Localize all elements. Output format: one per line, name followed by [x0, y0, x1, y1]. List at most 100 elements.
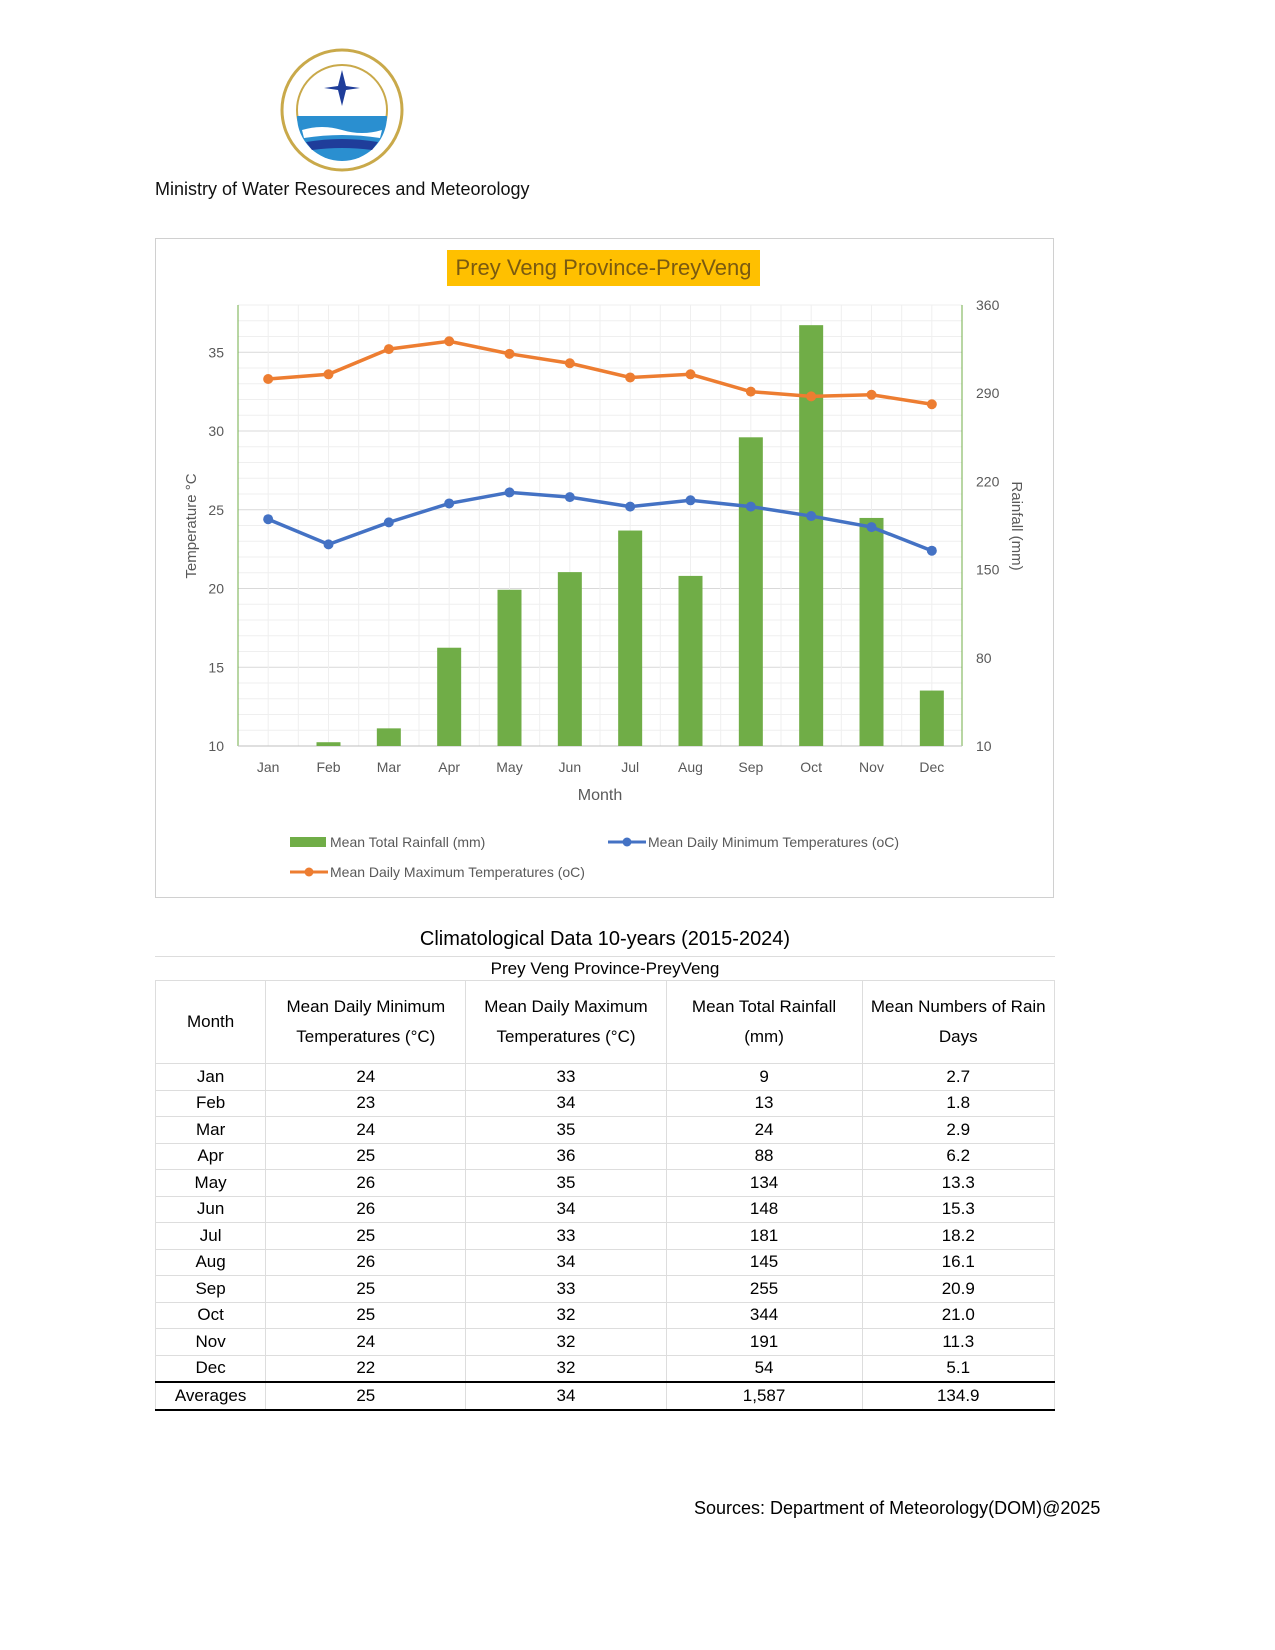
rainfall-bar — [919, 690, 944, 746]
x-tick-label: Oct — [800, 759, 822, 775]
table-cell: 35 — [465, 1116, 667, 1144]
table-row: Jul 25 33 181 18.2 — [154, 1222, 1055, 1250]
data-point — [383, 517, 394, 528]
table-cell: 15.3 — [861, 1196, 1055, 1223]
table-cell: 25 — [265, 1222, 467, 1250]
table-cell: Aug — [154, 1249, 267, 1276]
table-cell: 13 — [665, 1090, 863, 1117]
rainfall-bar — [738, 437, 763, 746]
table-cell: 26 — [265, 1169, 467, 1197]
table-cell: 26 — [265, 1249, 467, 1276]
data-point — [745, 501, 756, 512]
series-line — [267, 490, 933, 553]
table-cell: 32 — [465, 1355, 667, 1383]
table-row: Feb 23 34 13 1.8 — [154, 1090, 1055, 1117]
averages-row: Averages 25 34 1,587 134.9 — [154, 1381, 1055, 1411]
table-cell: 32 — [465, 1328, 667, 1356]
table-row: May 26 35 134 13.3 — [154, 1169, 1055, 1197]
table-cell: 21.0 — [861, 1302, 1055, 1329]
x-axis-title: Month — [578, 787, 622, 804]
data-point — [866, 522, 877, 533]
table-cell: 2.9 — [861, 1116, 1055, 1144]
table-cell: 1.8 — [861, 1090, 1055, 1117]
table-cell: 1,587 — [665, 1381, 863, 1411]
table-cell: May — [154, 1169, 267, 1197]
table-cell: 2.7 — [861, 1063, 1055, 1091]
table-cell: Oct — [154, 1302, 267, 1329]
table-cell: 5.1 — [861, 1355, 1055, 1383]
legend-label: Mean Total Rainfall (mm) — [330, 834, 485, 850]
table-cell: 25 — [265, 1381, 467, 1411]
table-row: Sep 25 33 255 20.9 — [154, 1275, 1055, 1303]
table-row: Jun 26 34 148 15.3 — [154, 1196, 1055, 1223]
data-point — [625, 501, 636, 512]
y2-tick-label: 80 — [976, 650, 992, 666]
table-row: Nov 24 32 191 11.3 — [154, 1328, 1055, 1356]
table-cell: Dec — [154, 1355, 267, 1383]
data-point — [926, 545, 937, 556]
data-point — [504, 348, 515, 359]
data-point — [806, 511, 817, 522]
column-header: Month — [154, 980, 267, 1064]
y2-tick-label: 10 — [976, 738, 992, 754]
table-cell: 26 — [265, 1196, 467, 1223]
data-point — [625, 372, 636, 383]
data-point — [564, 358, 575, 369]
table-row: Mar 24 35 24 2.9 — [154, 1116, 1055, 1144]
table-cell: 24 — [265, 1063, 467, 1091]
table-cell: 255 — [665, 1275, 863, 1303]
table-cell: 35 — [465, 1169, 667, 1197]
y-tick-label: 25 — [208, 502, 224, 518]
x-tick-label: Jun — [559, 759, 582, 775]
table-cell: 134.9 — [861, 1381, 1055, 1411]
x-tick-label: Jul — [621, 759, 639, 775]
x-tick-label: Jan — [257, 759, 280, 775]
y-tick-label: 20 — [208, 581, 224, 597]
table-cell: 181 — [665, 1222, 863, 1250]
climate-table: Month Mean Daily Minimum Temperatures (°C… — [154, 980, 1055, 1411]
table-row: Dec 22 32 54 5.1 — [154, 1355, 1055, 1383]
table-cell: 148 — [665, 1196, 863, 1223]
rainfall-bar — [859, 517, 884, 746]
table-cell: 24 — [265, 1116, 467, 1144]
x-tick-label: Apr — [438, 759, 460, 775]
rainfall-bar — [678, 575, 703, 746]
x-tick-label: Dec — [919, 759, 944, 775]
table-cell: 191 — [665, 1328, 863, 1356]
table-cell: Apr — [154, 1143, 267, 1170]
y-tick-label: 30 — [208, 423, 224, 439]
data-point — [323, 539, 334, 550]
x-tick-label: Mar — [377, 759, 401, 775]
x-tick-label: May — [496, 759, 522, 775]
y2-tick-label: 290 — [976, 385, 1000, 401]
legend-marker — [304, 867, 314, 877]
legend-marker — [622, 837, 632, 847]
rainfall-bar — [316, 742, 341, 746]
rainfall-bar — [376, 728, 401, 746]
legend-label: Mean Daily Maximum Temperatures (oC) — [330, 864, 585, 880]
table-cell: Jun — [154, 1196, 267, 1223]
data-point — [444, 336, 455, 347]
table-cell: 22 — [265, 1355, 467, 1383]
table-cell: Feb — [154, 1090, 267, 1117]
rainfall-bar — [799, 325, 824, 746]
rainfall-bar — [557, 572, 582, 746]
table-cell: 23 — [265, 1090, 467, 1117]
ministry-logo — [280, 48, 404, 172]
table-cell: 24 — [265, 1328, 467, 1356]
rainfall-bar — [437, 647, 462, 746]
data-point — [504, 487, 515, 498]
data-point — [685, 369, 696, 380]
table-cell: Mar — [154, 1116, 267, 1144]
table-cell: 6.2 — [861, 1143, 1055, 1170]
data-point — [806, 391, 817, 402]
x-tick-label: Sep — [738, 759, 763, 775]
table-cell: 34 — [465, 1090, 667, 1117]
data-point — [323, 369, 334, 380]
data-point — [263, 374, 274, 385]
chart-title: Prey Veng Province-PreyVeng — [447, 250, 760, 286]
table-cell: 20.9 — [861, 1275, 1055, 1303]
table-cell: 344 — [665, 1302, 863, 1329]
y-tick-label: 10 — [208, 738, 224, 754]
